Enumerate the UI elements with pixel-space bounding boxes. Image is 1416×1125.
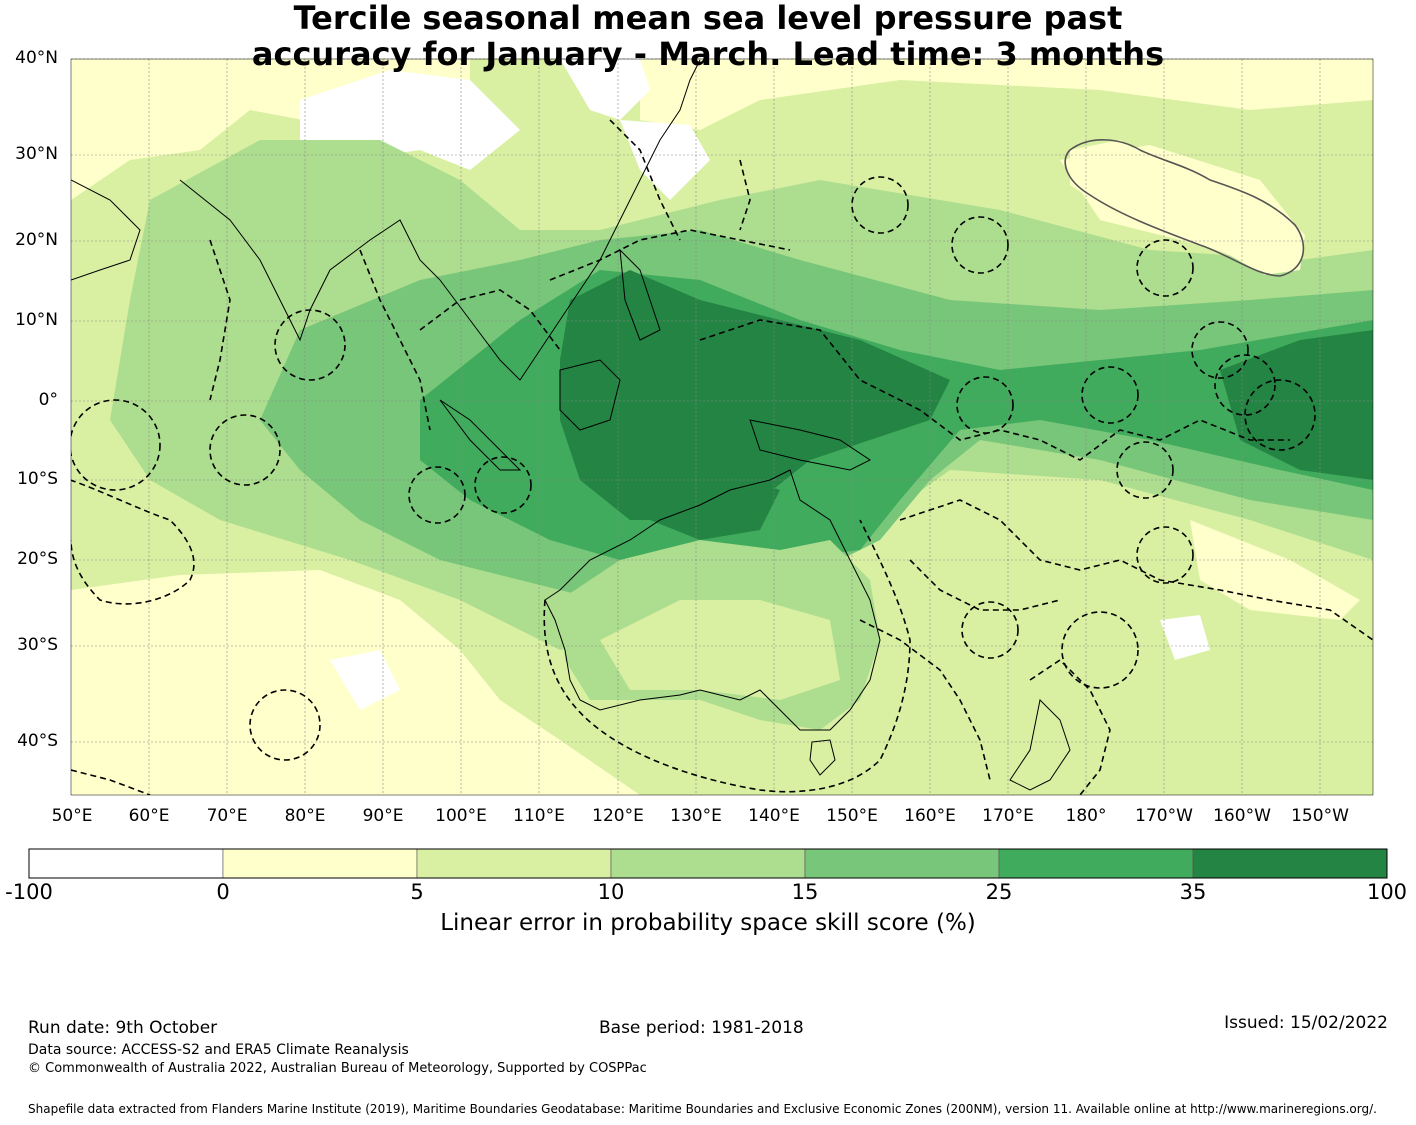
lat-label-40s: 40°S bbox=[17, 731, 58, 751]
lon-label-100e: 100°E bbox=[435, 806, 487, 826]
colorbar-swatch bbox=[222, 848, 418, 879]
colorbar-frame bbox=[28, 848, 1388, 879]
lat-label-20s: 20°S bbox=[17, 549, 58, 569]
lat-label-30n: 30°N bbox=[15, 144, 58, 164]
australia-coast bbox=[544, 469, 881, 731]
colorbar-tick-label: 10 bbox=[597, 880, 625, 904]
copyright: © Commonwealth of Australia 2022, Austra… bbox=[28, 1061, 647, 1076]
colorbar-swatch bbox=[998, 848, 1194, 879]
lon-label-150e: 150°E bbox=[826, 806, 878, 826]
colorbar-tick-label: -100 bbox=[5, 880, 53, 904]
new-guinea-coast bbox=[749, 419, 871, 471]
base-period: Base period: 1981-2018 bbox=[599, 1018, 804, 1038]
colorbar-swatch bbox=[1192, 848, 1388, 879]
tasmania-coast bbox=[809, 739, 836, 776]
sumatra-coast bbox=[439, 399, 522, 471]
lon-label-160w: 160°W bbox=[1213, 806, 1271, 826]
issued-date: Issued: 15/02/2022 bbox=[1224, 1013, 1388, 1033]
eez-boundaries bbox=[71, 119, 1373, 795]
colorbar-tick-label: 5 bbox=[410, 880, 424, 904]
lon-label-60e: 60°E bbox=[128, 806, 170, 826]
new-zealand-coast bbox=[1009, 698, 1071, 791]
lat-label-20n: 20°N bbox=[15, 230, 58, 250]
lat-label-40n: 40°N bbox=[15, 48, 58, 68]
colorbar-swatch bbox=[804, 848, 1000, 879]
borneo-coast bbox=[559, 359, 621, 431]
lon-label-120e: 120°E bbox=[592, 806, 644, 826]
lon-label-170w: 170°W bbox=[1135, 806, 1193, 826]
colorbar-tick-label: 0 bbox=[216, 880, 230, 904]
colorbar-swatch bbox=[28, 848, 224, 879]
title-line-2: accuracy for January - March. Lead time:… bbox=[251, 35, 1165, 73]
lon-label-70e: 70°E bbox=[206, 806, 248, 826]
colorbar bbox=[28, 848, 1388, 879]
lon-label-50e: 50°E bbox=[51, 806, 93, 826]
colorbar-tick-label: 35 bbox=[1179, 880, 1207, 904]
map-title: Tercile seasonal mean sea level pressure… bbox=[0, 0, 1416, 72]
lon-label-160e: 160°E bbox=[904, 806, 956, 826]
lon-label-80e: 80°E bbox=[284, 806, 326, 826]
data-source: Data source: ACCESS-S2 and ERA5 Climate … bbox=[28, 1042, 409, 1058]
lon-label-140e: 140°E bbox=[748, 806, 800, 826]
lat-label-10n: 10°N bbox=[15, 310, 58, 330]
lon-label-170e: 170°E bbox=[982, 806, 1034, 826]
colorbar-swatch bbox=[610, 848, 806, 879]
colorbar-label: Linear error in probability space skill … bbox=[440, 910, 976, 936]
colorbar-swatch bbox=[416, 848, 612, 879]
run-date: Run date: 9th October bbox=[28, 1018, 218, 1038]
skill-field bbox=[71, 59, 1373, 795]
philippines-coast bbox=[619, 248, 661, 341]
shapefile-credit: Shapefile data extracted from Flanders M… bbox=[28, 1102, 1377, 1116]
lon-label-180: 180° bbox=[1065, 806, 1107, 826]
lat-label-10s: 10°S bbox=[17, 469, 58, 489]
graticule bbox=[71, 58, 1373, 795]
lon-label-150w: 150°W bbox=[1291, 806, 1349, 826]
lon-label-110e: 110°E bbox=[513, 806, 565, 826]
colorbar-tick-label: 15 bbox=[791, 880, 819, 904]
lat-label-0: 0° bbox=[38, 390, 58, 410]
colorbar-tick-label: 100 bbox=[1366, 880, 1408, 904]
title-line-1: Tercile seasonal mean sea level pressure… bbox=[293, 0, 1123, 37]
se-asia-coast bbox=[439, 59, 701, 381]
colorbar-tick-label: 25 bbox=[985, 880, 1013, 904]
lat-label-30s: 30°S bbox=[17, 635, 58, 655]
hawaii-region-contour bbox=[1064, 139, 1305, 277]
lon-label-90e: 90°E bbox=[362, 806, 404, 826]
lon-label-130e: 130°E bbox=[670, 806, 722, 826]
arabia-coast bbox=[71, 179, 141, 281]
